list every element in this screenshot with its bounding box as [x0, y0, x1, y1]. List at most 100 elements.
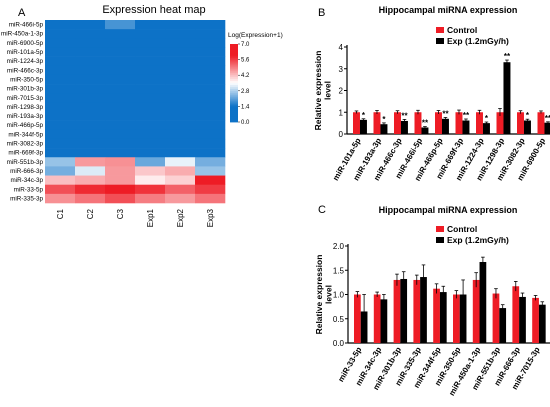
heatmap-cell — [45, 29, 76, 39]
heatmap-cell — [75, 20, 106, 30]
heatmap-cell — [75, 166, 106, 176]
exp-bar — [359, 119, 367, 134]
heatmap-cell — [195, 157, 226, 167]
heatmap-colorbar: Log(Expression+1) 7.0 5.6 4.2 2.8 1.4 0.0 — [228, 32, 283, 126]
exp-bar — [482, 123, 490, 134]
heatmap-cell — [45, 175, 76, 185]
legend-swatch-exp — [436, 38, 444, 44]
heatmap-cell — [135, 74, 166, 85]
control-bar — [393, 279, 401, 343]
heatmap-cell — [75, 157, 106, 167]
heatmap-cell — [165, 93, 196, 103]
heatmap-cell — [165, 84, 196, 94]
heatmap-cell — [105, 129, 136, 140]
colorbar-segment — [230, 118, 238, 121]
heatmap-cell — [195, 93, 226, 103]
heatmap-cell — [105, 175, 136, 185]
heatmap-cell — [105, 29, 136, 39]
heatmap-cell — [135, 93, 166, 103]
colorbar-segment — [230, 90, 238, 94]
heatmap-cell — [105, 84, 136, 94]
colorbar-segment — [230, 81, 238, 84]
control-bar — [517, 112, 524, 134]
colorbar-segment — [230, 98, 238, 101]
colorbar-segment — [230, 45, 238, 49]
heatmap-column-label: Exp2 — [176, 208, 185, 227]
heatmap-cell — [195, 20, 226, 30]
heatmap-cell — [165, 193, 196, 204]
heatmap-cell — [135, 138, 166, 149]
exp-bar — [420, 277, 427, 343]
heatmap-cell — [45, 138, 76, 149]
significance-mark: ** — [442, 109, 449, 118]
heatmap-row-label: miR-101a-5p — [7, 49, 44, 56]
colorbar-segment — [230, 110, 238, 113]
exp-bar — [441, 118, 449, 134]
legend-swatch-control — [436, 27, 444, 33]
heatmap-cell — [105, 38, 136, 48]
heatmap-cell — [105, 138, 136, 149]
colorbar-segment — [230, 49, 238, 53]
colorbar-segment — [230, 86, 238, 90]
exp-bar — [400, 120, 408, 134]
heatmap-cell — [105, 47, 136, 57]
heatmap-column-label: C1 — [56, 208, 65, 219]
heatmap-column-label: C3 — [116, 208, 125, 219]
control-bar — [354, 294, 361, 343]
legend-label-exp: Exp (1.2mGy/h) — [447, 235, 509, 245]
control-bar — [435, 112, 442, 134]
heatmap-cell — [195, 129, 226, 140]
heatmap-cell — [105, 184, 136, 195]
colorbar-segment — [230, 112, 238, 115]
heatmap-row-label: miR-669f-3p — [8, 150, 43, 157]
colorbar-tick-label: 5.6 — [241, 58, 250, 64]
heatmap-row-label: miR-7015-3p — [7, 95, 44, 102]
control-bar — [537, 112, 545, 134]
heatmap-cell — [45, 65, 76, 76]
heatmap-cell — [195, 47, 226, 57]
heatmap-cell — [135, 84, 166, 94]
y-tick-label: 1 — [339, 108, 344, 117]
heatmap-cell — [135, 56, 166, 67]
exp-bar — [544, 122, 550, 134]
heatmap-cell — [165, 65, 196, 76]
exp-bar — [380, 124, 388, 134]
heatmap-cell — [135, 166, 166, 176]
heatmap-cell — [75, 184, 106, 195]
heatmap-row-label: miR-193a-3p — [7, 113, 44, 120]
heatmap-cell — [135, 38, 166, 48]
heatmap-cell — [45, 84, 76, 94]
colorbar-segment — [230, 79, 238, 82]
heatmap-cell — [75, 148, 106, 158]
heatmap-cell — [165, 111, 196, 121]
heatmap-cell — [105, 193, 136, 204]
y-tick-label: 1.0 — [333, 291, 345, 300]
heatmap-cell — [135, 193, 166, 204]
heatmap-cell — [45, 38, 76, 48]
heatmap-cell — [135, 120, 166, 131]
control-bar — [373, 112, 381, 134]
legend-label-control: Control — [447, 224, 477, 234]
heatmap-row-label: miR-450a-1-3p — [1, 31, 43, 38]
colorbar-segment — [230, 92, 238, 96]
heatmap-row-label: miR-344f-5p — [8, 131, 43, 138]
heatmap-row-label: miR-3082-3p — [7, 141, 44, 148]
heatmap-cell — [195, 184, 226, 195]
colorbar-segment — [230, 88, 238, 92]
heatmap-cell — [45, 129, 76, 140]
heatmap-cell — [45, 56, 76, 67]
heatmap-cell — [195, 65, 226, 76]
legend-swatch-exp — [436, 237, 444, 243]
heatmap-cell — [75, 175, 106, 185]
heatmap-cell — [75, 138, 106, 149]
heatmap-cell — [105, 93, 136, 103]
colorbar-tick-label: 0.0 — [241, 120, 250, 126]
heatmap-title: Expression heat map — [102, 4, 205, 16]
heatmap-cell — [45, 184, 76, 195]
heatmap-cell — [135, 102, 166, 112]
colorbar-segment — [230, 55, 238, 59]
heatmap-cell — [195, 166, 226, 176]
control-bar — [353, 112, 360, 134]
